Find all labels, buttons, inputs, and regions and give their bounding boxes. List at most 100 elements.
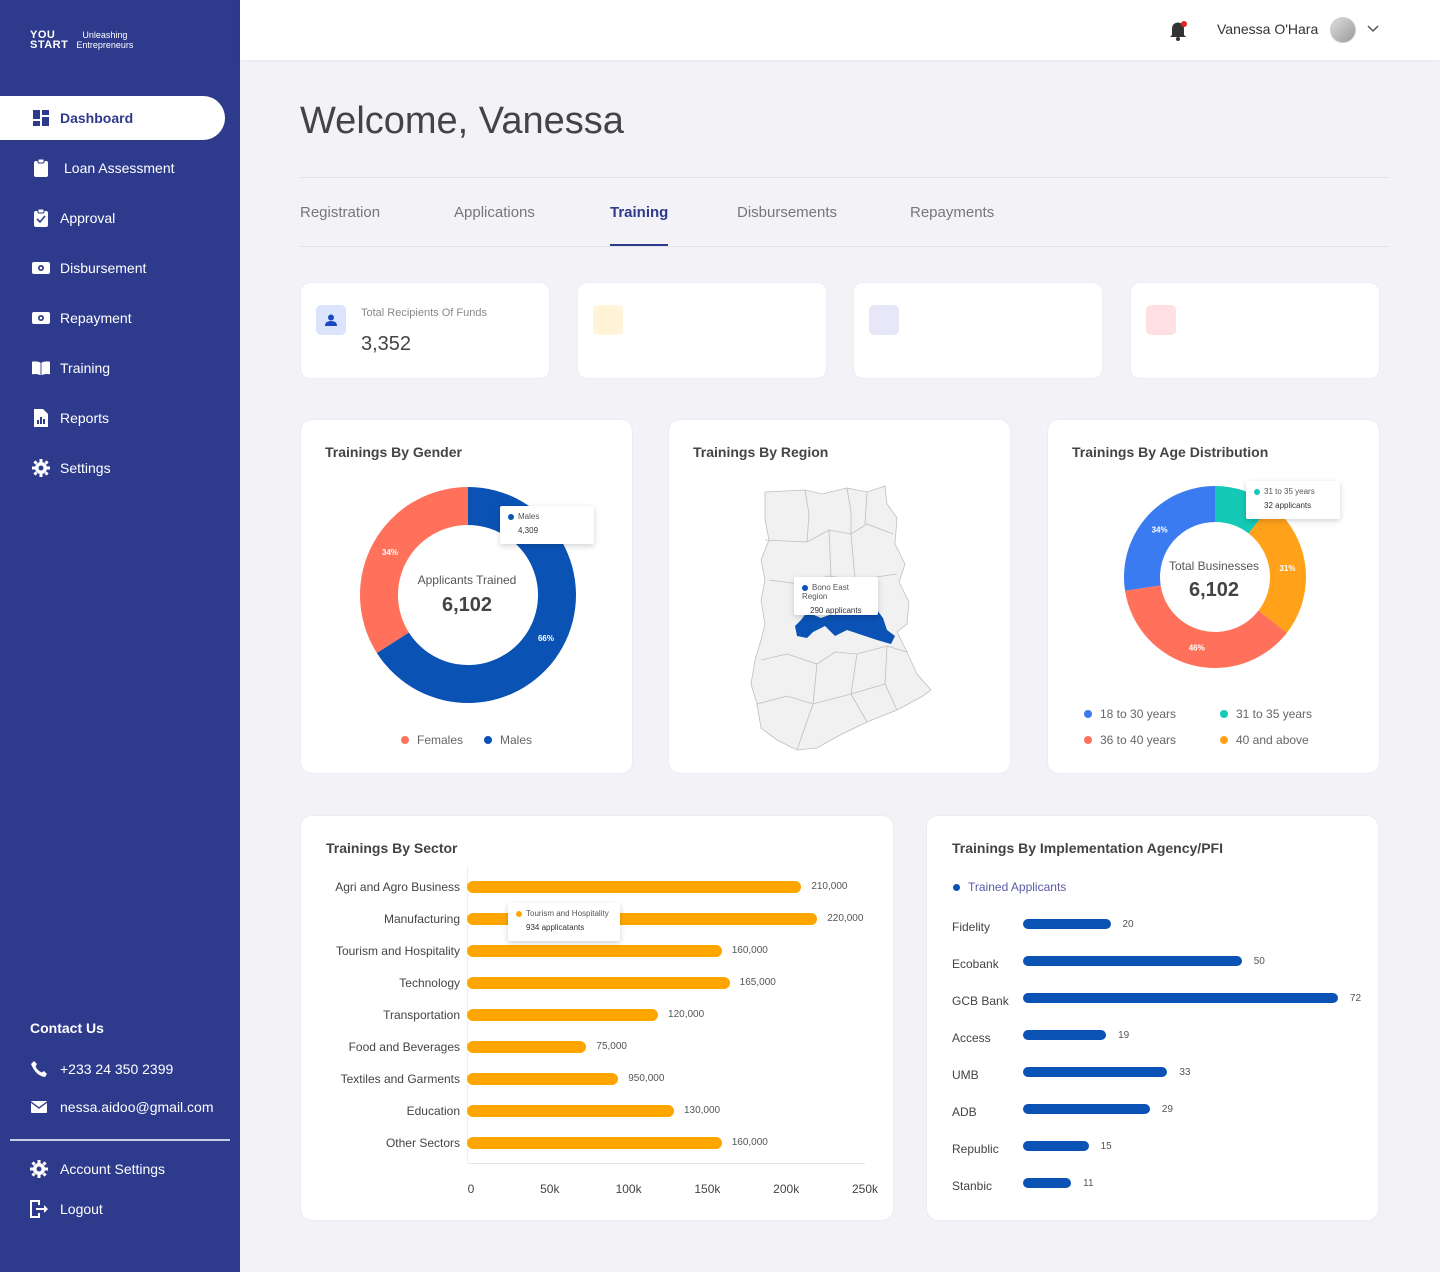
- x-axis-tick: 150k: [694, 1182, 721, 1196]
- bar-category-label: Tourism and Hospitality: [335, 944, 460, 958]
- clipboard-check-icon: [32, 209, 50, 227]
- chevron-down-icon[interactable]: [1366, 22, 1380, 36]
- money-icon: [32, 259, 50, 277]
- sector-bar[interactable]: [467, 945, 722, 957]
- bar-value-label: 950,000: [628, 1073, 665, 1084]
- pfi-bar[interactable]: [1023, 1104, 1150, 1114]
- sidebar-item-label: Settings: [60, 460, 111, 476]
- logo-mark: YOU START: [30, 29, 69, 51]
- bar-value-label: 11: [1083, 1178, 1094, 1189]
- bar-category-label: Food and Beverages: [348, 1040, 460, 1054]
- bar-value-label: 72: [1350, 993, 1362, 1004]
- sidebar-item-approval[interactable]: Approval: [0, 196, 240, 240]
- sidebar-item-label: Dashboard: [60, 110, 134, 126]
- donut-slice-1[interactable]: [360, 487, 468, 653]
- legend-label: Females: [417, 733, 464, 747]
- brand-logo[interactable]: YOU START Unleashing Entrepreneurs: [30, 29, 133, 51]
- tab-disbursements[interactable]: Disbursements: [737, 204, 838, 221]
- pfi-bar[interactable]: [1023, 993, 1338, 1003]
- logout-label: Logout: [60, 1201, 103, 1217]
- pfi-bar[interactable]: [1023, 919, 1111, 929]
- pfi-chart-card: Trainings By Implementation Agency/PFI T…: [926, 815, 1379, 1221]
- donut-center-label: Applicants Trained: [417, 573, 517, 587]
- region-highlight[interactable]: [795, 610, 895, 644]
- tooltip-name: Tourism and Hospitality: [526, 909, 609, 918]
- sector-bar[interactable]: [467, 1041, 587, 1053]
- tooltip-dot: [802, 584, 808, 591]
- legend-dot: [1220, 736, 1228, 744]
- tooltip-name: 31 to 35 years: [1264, 487, 1315, 496]
- sidebar-item-disbursement[interactable]: Disbursement: [0, 246, 240, 290]
- bar-value-label: 160,000: [731, 1137, 768, 1148]
- donut-slice-2[interactable]: [1125, 585, 1287, 668]
- legend-label: 36 to 40 years: [1100, 733, 1177, 747]
- divider: [300, 177, 1390, 178]
- user-name[interactable]: Vanessa O'Hara: [1217, 21, 1319, 37]
- bar-category-label: Fidelity: [952, 920, 991, 934]
- sidebar-item-settings[interactable]: Settings: [0, 446, 240, 490]
- stat-icon: [869, 305, 899, 335]
- tab-applications[interactable]: Applications: [454, 204, 535, 221]
- bar-category-label: Transportation: [383, 1008, 460, 1022]
- sidebar-item-repayment[interactable]: Repayment: [0, 296, 240, 340]
- sector-bar[interactable]: [467, 881, 802, 893]
- mail-icon: [30, 1098, 48, 1116]
- sidebar-item-loan-assessment[interactable]: Loan Assessment: [0, 146, 240, 190]
- bar-value-label: 130,000: [683, 1105, 721, 1116]
- tab-repayments[interactable]: Repayments: [910, 204, 995, 221]
- tooltip-dot: [1254, 488, 1260, 495]
- ghana-map: [750, 485, 932, 751]
- tab-registration[interactable]: Registration: [300, 204, 381, 221]
- phone-text: +233 24 350 2399: [60, 1061, 174, 1077]
- sector-bar[interactable]: [467, 1073, 619, 1085]
- sidebar-item-training[interactable]: Training: [0, 346, 240, 390]
- book-icon: [32, 359, 50, 377]
- sector-bar[interactable]: [467, 977, 730, 989]
- tooltip-name: Bono East Region: [802, 583, 849, 601]
- contact-phone[interactable]: +233 24 350 2399: [30, 1060, 230, 1078]
- account-settings-label: Account Settings: [60, 1161, 166, 1177]
- sector-tooltip: Tourism and Hospitality 934 applicatants: [508, 903, 620, 941]
- donut-center-value: 6,102: [1188, 579, 1240, 601]
- pfi-bar[interactable]: [1023, 1141, 1089, 1151]
- account-settings-link[interactable]: Account Settings: [30, 1160, 165, 1178]
- sidebar-item-reports[interactable]: Reports: [0, 396, 240, 440]
- pfi-bar[interactable]: [1023, 956, 1242, 966]
- sector-bar[interactable]: [467, 1009, 659, 1021]
- tab-training[interactable]: Training: [610, 204, 669, 246]
- avatar[interactable]: [1330, 17, 1356, 43]
- bar-value-label: 19: [1118, 1030, 1130, 1041]
- x-axis-tick: 250k: [851, 1182, 879, 1196]
- pfi-bar[interactable]: [1023, 1178, 1072, 1188]
- logout-link[interactable]: Logout: [30, 1200, 165, 1218]
- bell-icon[interactable]: [1168, 19, 1190, 41]
- bar-value-label: 50: [1253, 956, 1265, 967]
- bar-category-label: Manufacturing: [383, 912, 460, 926]
- legend-31-35: 31 to 35 years: [1220, 707, 1312, 721]
- card-title: Trainings By Gender: [325, 444, 462, 460]
- sector-bar[interactable]: [467, 1105, 674, 1117]
- contact-email[interactable]: nessa.aidoo@gmail.com: [30, 1098, 230, 1116]
- card-title: Trainings By Implementation Agency/PFI: [952, 840, 1223, 856]
- sidebar-item-label: Reports: [60, 410, 110, 426]
- contact-title: Contact Us: [30, 1020, 104, 1036]
- bar-value-label: 220,000: [827, 913, 864, 924]
- legend-trained-applicants: Trained Applicants: [953, 880, 1066, 894]
- donut-slice-1[interactable]: [1248, 505, 1306, 633]
- x-axis-tick: 50k: [540, 1182, 560, 1196]
- sector-bar[interactable]: [467, 1137, 722, 1149]
- sidebar-item-label: Repayment: [60, 310, 132, 326]
- gear-icon: [32, 459, 50, 477]
- pfi-bar[interactable]: [1023, 1067, 1168, 1077]
- sidebar-divider: [10, 1139, 230, 1141]
- pfi-bar[interactable]: [1023, 1030, 1107, 1040]
- stat-label: Total Recipients Of Funds: [361, 307, 487, 319]
- gender-chart-card: Trainings By Gender 66% 34% Applicants Tr…: [300, 419, 633, 774]
- donut-slice-3[interactable]: [1124, 486, 1215, 591]
- legend-dot: [1084, 736, 1092, 744]
- legend-label: Trained Applicants: [968, 880, 1067, 894]
- legend-36-40: 36 to 40 years: [1084, 733, 1176, 747]
- legend-dot: [1220, 710, 1228, 718]
- sidebar-item-dashboard[interactable]: Dashboard: [0, 96, 225, 140]
- sidebar-nav: Dashboard Loan Assessment Approval Disbu…: [0, 96, 240, 496]
